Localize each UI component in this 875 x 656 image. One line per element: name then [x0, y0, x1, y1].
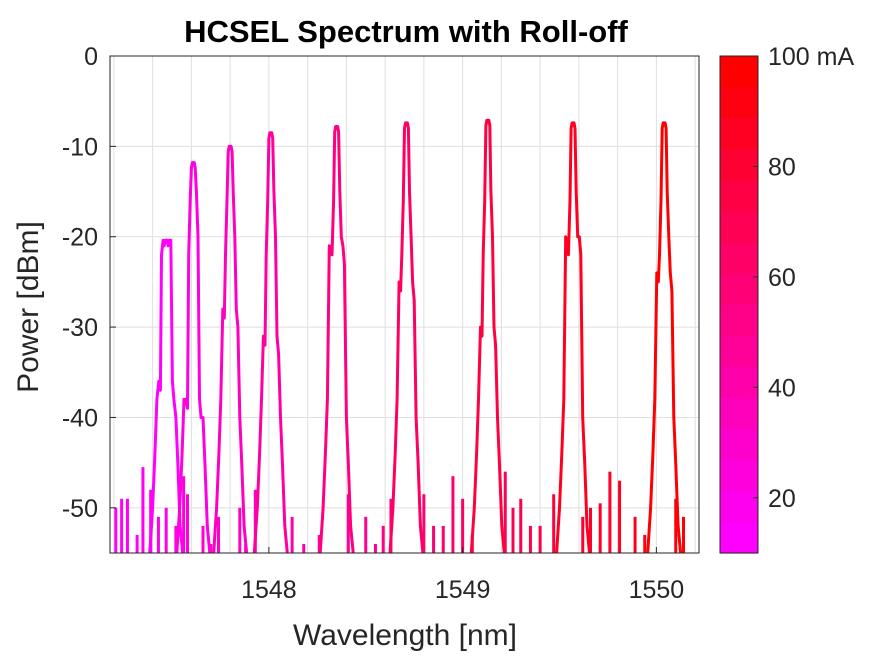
noise-spike — [432, 525, 436, 553]
noise-spike — [125, 498, 129, 553]
y-tick-label: -10 — [62, 133, 98, 161]
noise-spike — [618, 480, 622, 553]
colorbar-tick-label: 80 — [768, 153, 796, 181]
noise-spike — [451, 476, 455, 553]
noise-spike — [141, 467, 145, 553]
noise-spike — [461, 498, 465, 553]
plot-frame — [109, 55, 700, 554]
noise-spike — [156, 516, 160, 553]
colorbar-segment — [720, 273, 758, 306]
x-axis-label: Wavelength [nm] — [293, 619, 517, 652]
noise-spike — [182, 476, 186, 553]
noise-spike — [552, 494, 556, 553]
noise-spike — [364, 516, 368, 553]
y-tick-label: -20 — [62, 224, 98, 252]
noise-spike — [589, 507, 592, 553]
noise-spike — [674, 498, 678, 553]
colorbar-segment — [720, 490, 758, 523]
y-tick-label: -50 — [62, 495, 98, 523]
colorbar-segment — [720, 180, 758, 212]
noise-spike — [317, 534, 321, 553]
colorbar-segment — [720, 335, 758, 368]
noise-spike — [608, 471, 612, 553]
colorbar-segment — [720, 397, 758, 430]
noise-spike — [633, 516, 637, 553]
noise-spike — [528, 525, 532, 553]
noise-spike — [346, 494, 350, 553]
spectrum-line — [388, 121, 425, 554]
colorbar-tick-label: 100 mA — [768, 43, 854, 71]
colorbar-segment — [720, 366, 758, 399]
x-tick-label: 1549 — [435, 576, 491, 604]
noise-spike — [114, 507, 118, 553]
spectrum-line — [555, 121, 591, 554]
noise-spike — [441, 525, 445, 553]
noise-spike — [682, 516, 685, 553]
noise-spike — [174, 525, 178, 553]
y-axis-ticks: 0 -10 -20 -30 -40 -50 — [62, 43, 116, 523]
noise-spike — [598, 503, 602, 553]
spectrum-line — [175, 161, 212, 554]
colorbar — [719, 55, 759, 554]
noise-spike — [164, 507, 168, 553]
colorbar-segment — [720, 428, 758, 461]
colorbar-tick-label: 60 — [768, 264, 796, 292]
x-tick-label: 1548 — [241, 576, 297, 604]
noise-spike — [381, 525, 385, 553]
noise-spike — [302, 543, 306, 553]
colorbar-segment — [720, 242, 758, 275]
colorbar-tick-label: 40 — [768, 374, 796, 402]
y-axis-label: Power [dBm] — [12, 221, 45, 393]
noise-spike — [201, 525, 205, 553]
colorbar-frame — [719, 55, 759, 554]
colorbar-ticks: 100 mA 80 60 40 20 — [753, 43, 854, 513]
noise-spike — [186, 494, 189, 553]
colorbar-tick-label: 20 — [768, 485, 796, 513]
noise-spike — [581, 516, 585, 553]
noise-spike — [422, 494, 426, 553]
colorbar-segment — [720, 149, 758, 181]
y-tick-label: 0 — [84, 43, 98, 71]
spectrum-line — [148, 238, 185, 554]
colorbar-segment — [720, 118, 758, 150]
spectrum-line — [252, 131, 289, 554]
y-tick-label: -40 — [62, 404, 98, 432]
spectrum-line — [318, 125, 355, 554]
noise-spike — [135, 534, 139, 553]
noise-spike — [217, 516, 220, 553]
noise-spike — [373, 543, 377, 553]
noise-spike — [511, 507, 515, 553]
noise-spike — [503, 471, 507, 553]
colorbar-segment — [720, 56, 758, 88]
colorbar-segment — [720, 211, 758, 243]
noise-spike — [519, 498, 523, 553]
colorbar-segment — [720, 304, 758, 337]
x-tick-label: 1550 — [629, 576, 685, 604]
noise-spike — [643, 534, 647, 553]
spectrum-traces — [148, 118, 683, 554]
chart-title: HCSEL Spectrum with Roll-off — [184, 14, 628, 49]
noise-spike — [538, 525, 542, 553]
colorbar-segment — [720, 87, 758, 119]
noise-spike — [238, 507, 242, 553]
y-tick-label: -30 — [62, 314, 98, 342]
noise-spike — [290, 516, 294, 553]
spectrum-line — [469, 118, 506, 554]
spectrum-line — [646, 121, 683, 554]
spectrum-line — [212, 144, 249, 554]
noise-floor-spikes — [114, 467, 685, 553]
colorbar-segment — [720, 521, 758, 554]
x-axis-ticks: 1548 1549 1550 — [241, 547, 684, 604]
noise-spike — [120, 498, 124, 553]
colorbar-segment — [720, 459, 758, 492]
